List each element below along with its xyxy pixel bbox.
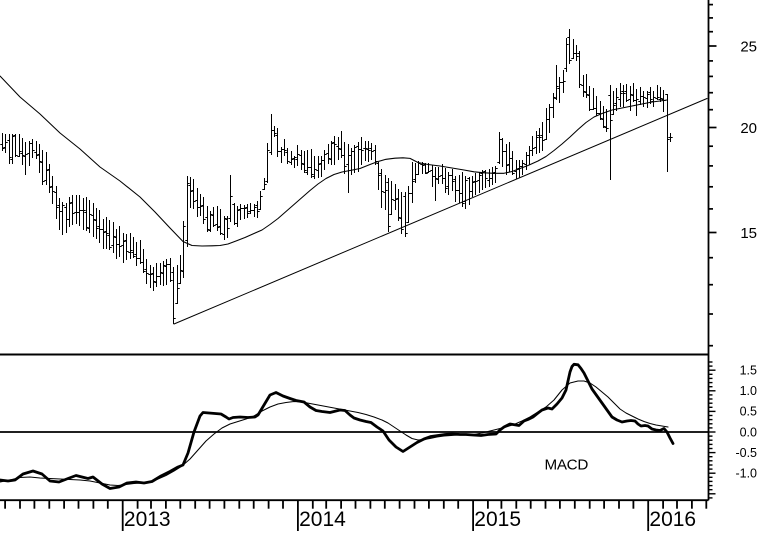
svg-text:20: 20 — [740, 120, 757, 137]
svg-text:-0.5: -0.5 — [735, 446, 757, 460]
svg-text:2014: 2014 — [299, 508, 346, 531]
svg-text:MACD: MACD — [545, 457, 589, 474]
svg-text:1.0: 1.0 — [740, 384, 757, 398]
svg-text:1.5: 1.5 — [740, 364, 757, 378]
svg-text:25: 25 — [740, 38, 757, 55]
svg-text:15: 15 — [740, 225, 757, 242]
svg-text:0.0: 0.0 — [740, 425, 757, 439]
svg-text:2013: 2013 — [124, 508, 171, 531]
svg-text:0.5: 0.5 — [740, 405, 757, 419]
svg-text:2015: 2015 — [474, 508, 521, 531]
svg-text:-1.0: -1.0 — [735, 467, 757, 481]
svg-text:2016: 2016 — [649, 508, 696, 531]
